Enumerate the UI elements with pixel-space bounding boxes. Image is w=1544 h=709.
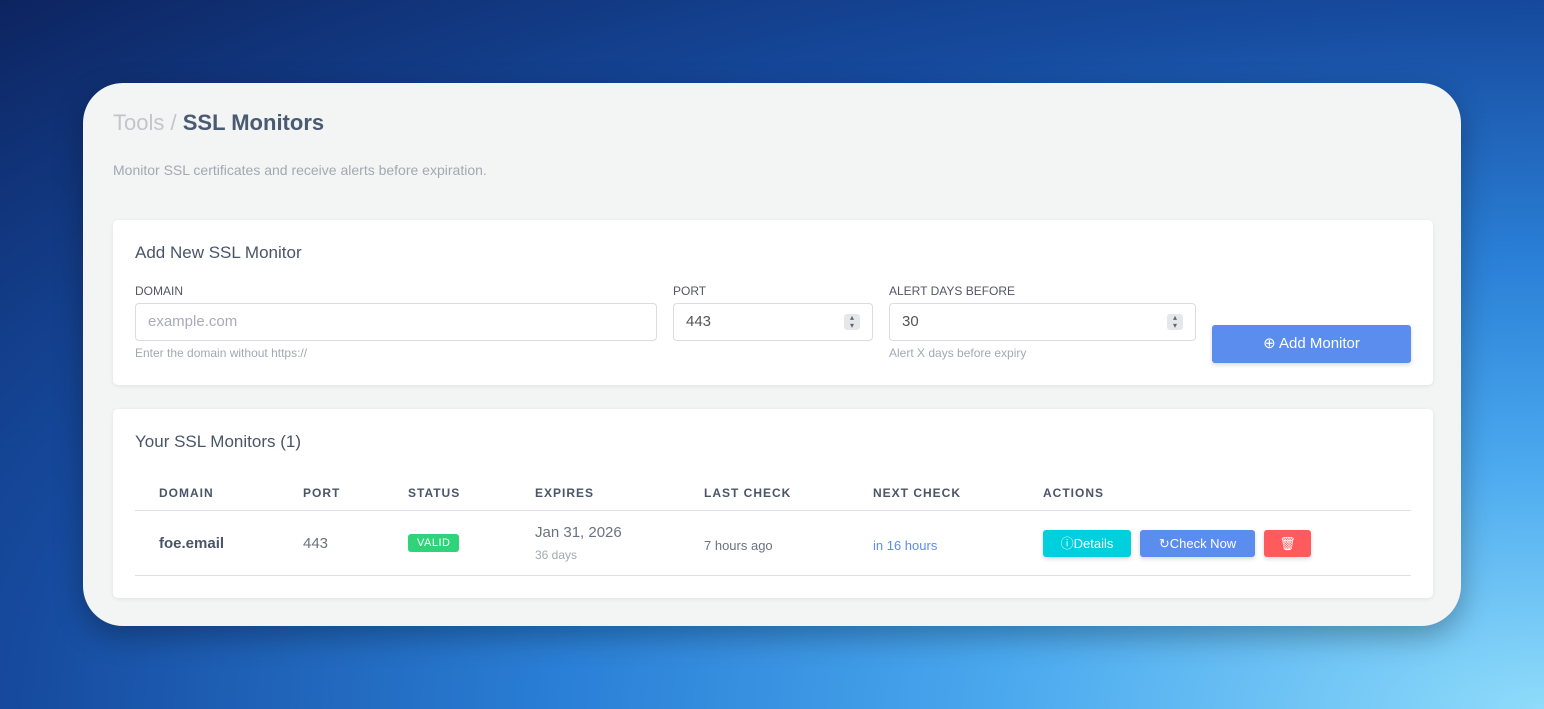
refresh-icon: ↻ [1158, 536, 1170, 551]
column-header: STATUS [408, 486, 461, 500]
alert-days-input[interactable]: 30 ▴ ▾ [889, 303, 1196, 341]
alert-days-value: 30 [902, 313, 919, 330]
details-label: Details [1073, 536, 1114, 551]
breadcrumb-separator: / [170, 110, 177, 135]
add-monitor-button[interactable]: ⊕ Add Monitor [1212, 325, 1411, 363]
alert-days-label: ALERT DAYS BEFORE [889, 284, 1016, 298]
trash-icon: 🗑 [1279, 536, 1296, 551]
info-icon: ⓘ [1060, 536, 1074, 551]
divider [135, 510, 1411, 511]
port-value: 443 [686, 313, 712, 330]
add-monitor-card: Add New SSL Monitor DOMAIN example.com E… [113, 220, 1433, 385]
row-expires: Jan 31, 2026 [535, 524, 622, 541]
domain-help: Enter the domain without https:// [135, 346, 308, 360]
port-input[interactable]: 443 ▴ ▾ [673, 303, 873, 341]
plus-circle-icon: ⊕ [1263, 335, 1276, 352]
row-domain: foe.email [159, 535, 225, 552]
page-title: SSL Monitors [182, 110, 325, 135]
check-now-label: Check Now [1169, 536, 1237, 551]
stepper-icon[interactable]: ▴ ▾ [844, 314, 860, 330]
column-header: LAST CHECK [704, 486, 792, 500]
app-window: Tools / SSL Monitors Monitor SSL certifi… [83, 83, 1461, 626]
row-port: 443 [303, 535, 329, 552]
column-header: EXPIRES [535, 486, 595, 500]
breadcrumb: Tools / SSL Monitors [113, 110, 324, 136]
stepper-icon[interactable]: ▴ ▾ [1167, 314, 1183, 330]
delete-button[interactable]: 🗑 [1264, 530, 1311, 557]
status-badge: VALID [408, 534, 460, 552]
monitors-card: Your SSL Monitors (1) DOMAIN PORT STATUS… [113, 409, 1433, 598]
check-now-button[interactable]: ↻Check Now [1140, 530, 1255, 557]
add-monitor-label: Add Monitor [1279, 335, 1360, 352]
alert-days-help: Alert X days before expiry [889, 346, 1027, 360]
port-label: PORT [673, 284, 707, 298]
card-title: Add New SSL Monitor [135, 243, 302, 262]
row-expires-in: 36 days [535, 548, 578, 562]
column-header: DOMAIN [159, 486, 214, 500]
divider [135, 575, 1411, 576]
domain-label: DOMAIN [135, 284, 183, 298]
domain-input[interactable]: example.com [135, 303, 657, 341]
column-header: ACTIONS [1043, 486, 1104, 500]
breadcrumb-tools[interactable]: Tools [113, 110, 165, 135]
column-header: PORT [303, 486, 341, 500]
page-subtitle: Monitor SSL certificates and receive ale… [113, 162, 487, 178]
row-last-check: 7 hours ago [704, 538, 773, 553]
card-title: Your SSL Monitors (1) [135, 432, 301, 451]
row-next-check: in 16 hours [873, 538, 938, 553]
column-header: NEXT CHECK [873, 486, 962, 500]
details-button[interactable]: ⓘDetails [1043, 530, 1131, 557]
